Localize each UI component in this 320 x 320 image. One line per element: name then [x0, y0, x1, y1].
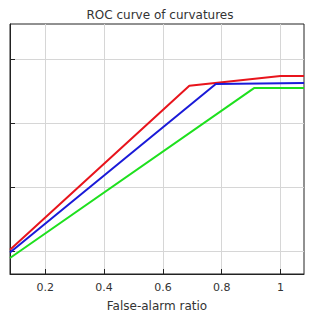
- svg-text:0.8: 0.8: [213, 281, 231, 294]
- svg-text:0.6: 0.6: [154, 281, 172, 294]
- svg-text:ROC curve of curvatures: ROC curve of curvatures: [87, 8, 234, 22]
- svg-text:0.4: 0.4: [95, 281, 113, 294]
- svg-text:False-alarm ratio: False-alarm ratio: [107, 299, 207, 313]
- svg-text:1: 1: [277, 281, 284, 294]
- svg-text:0.2: 0.2: [37, 281, 55, 294]
